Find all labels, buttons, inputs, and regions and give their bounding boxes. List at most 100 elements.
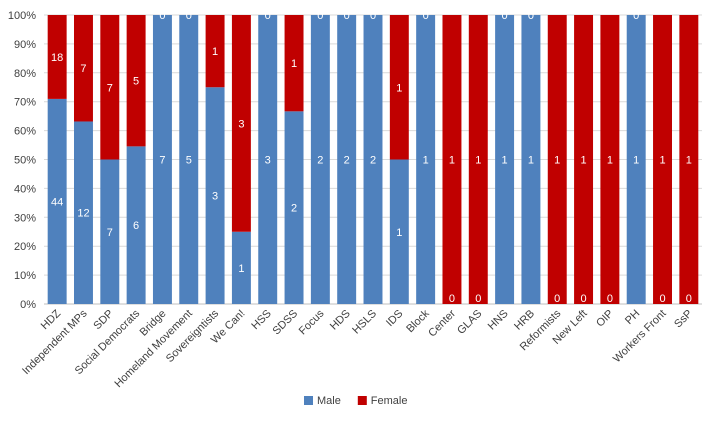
data-label-male: 0 (554, 293, 560, 305)
data-label-female: 1 (554, 155, 560, 167)
bar-female (442, 15, 462, 304)
data-label-male: 0 (607, 293, 613, 305)
bar-female (679, 15, 699, 304)
data-label-female: 18 (51, 52, 63, 64)
data-label-female: 0 (528, 10, 534, 22)
y-tick-label: 10% (14, 270, 36, 282)
y-tick-label: 60% (14, 126, 36, 138)
legend-swatch-female (357, 396, 367, 405)
y-tick-label: 30% (14, 212, 36, 224)
data-label-female: 0 (186, 10, 192, 22)
bar-male (495, 15, 515, 304)
data-label-female: 0 (265, 10, 271, 22)
data-label-male: 2 (344, 155, 350, 167)
data-label-male: 2 (291, 203, 297, 215)
y-tick-label: 40% (14, 183, 36, 195)
data-label-female: 1 (607, 155, 613, 167)
category-label: Focus (297, 307, 327, 337)
bar-male (152, 15, 172, 304)
data-label-female: 1 (475, 155, 481, 167)
y-tick-label: 70% (14, 97, 36, 109)
data-label-male: 7 (159, 155, 165, 167)
data-label-male: 5 (186, 155, 192, 167)
data-label-male: 1 (633, 155, 639, 167)
bar-male (337, 15, 357, 304)
bar-female (653, 15, 672, 304)
data-label-male: 2 (370, 155, 376, 167)
data-label-female: 1 (659, 155, 665, 167)
bar-female (468, 15, 488, 304)
category-label: HDS (328, 308, 353, 333)
data-label-male: 1 (528, 155, 534, 167)
bar-female (205, 15, 225, 88)
bar-male (284, 111, 304, 304)
bar-male (389, 159, 409, 304)
data-label-male: 2 (317, 155, 323, 167)
data-label-male: 1 (396, 227, 402, 239)
bar-male (521, 15, 541, 304)
data-label-female: 1 (449, 155, 455, 167)
data-label-male: 12 (77, 208, 89, 220)
bar-male (205, 87, 225, 304)
bar-male (363, 15, 383, 304)
bar-female (100, 15, 120, 160)
data-label-male: 1 (502, 155, 508, 167)
data-label-female: 1 (686, 155, 692, 167)
bar-male (47, 98, 67, 304)
y-tick-label: 20% (14, 241, 36, 253)
y-tick-label: 80% (14, 68, 36, 80)
data-label-male: 0 (449, 293, 455, 305)
y-tick-label: 90% (14, 39, 36, 51)
data-label-female: 0 (502, 10, 508, 22)
data-label-male: 1 (238, 263, 244, 275)
category-label: SsP (672, 308, 695, 331)
data-label-female: 5 (133, 76, 139, 88)
data-label-male: 6 (133, 220, 139, 232)
bar-female (126, 15, 146, 147)
data-label-female: 7 (80, 63, 86, 75)
bar-male (126, 146, 146, 304)
bar-female (231, 15, 251, 232)
data-label-female: 0 (370, 10, 376, 22)
category-label: IDS (384, 308, 405, 329)
data-label-female: 1 (396, 82, 402, 94)
data-label-male: 3 (212, 191, 218, 203)
data-label-male: 0 (686, 293, 692, 305)
data-label-female: 0 (344, 10, 350, 22)
bar-male (258, 15, 278, 304)
category-label: GLAS (455, 308, 484, 337)
category-label: SDSS (270, 308, 300, 338)
bar-female (284, 15, 304, 112)
data-label-female: 7 (107, 82, 113, 94)
data-label-female: 1 (212, 46, 218, 58)
bar-male (231, 231, 251, 304)
y-tick-label: 0% (20, 299, 36, 311)
data-label-female: 0 (317, 10, 323, 22)
data-label-male: 44 (51, 196, 63, 208)
bars (47, 15, 699, 304)
bar-female (547, 15, 567, 304)
data-label-male: 7 (107, 227, 113, 239)
bar-female (574, 15, 594, 304)
category-label: HSLS (350, 308, 379, 337)
legend-label-male: Male (317, 395, 341, 407)
legend-swatch-male (304, 396, 313, 405)
legend: Male Female (304, 395, 407, 407)
category-label: PH (623, 308, 642, 327)
bar-male (179, 15, 199, 304)
y-tick-label: 100% (8, 10, 36, 22)
data-label-female: 3 (238, 118, 244, 130)
bar-male (100, 159, 120, 304)
bar-male (416, 15, 436, 304)
category-label: HNS (486, 308, 511, 333)
y-tick-label: 50% (14, 155, 36, 167)
y-axis-ticks: 0% 10% 20% 30% 40% 50% 60% 70% 80% 90% 100% (8, 10, 36, 311)
data-label-male: 0 (659, 293, 665, 305)
data-label-female: 0 (423, 10, 429, 22)
legend-label-female: Female (371, 395, 408, 407)
data-label-female: 0 (159, 10, 165, 22)
